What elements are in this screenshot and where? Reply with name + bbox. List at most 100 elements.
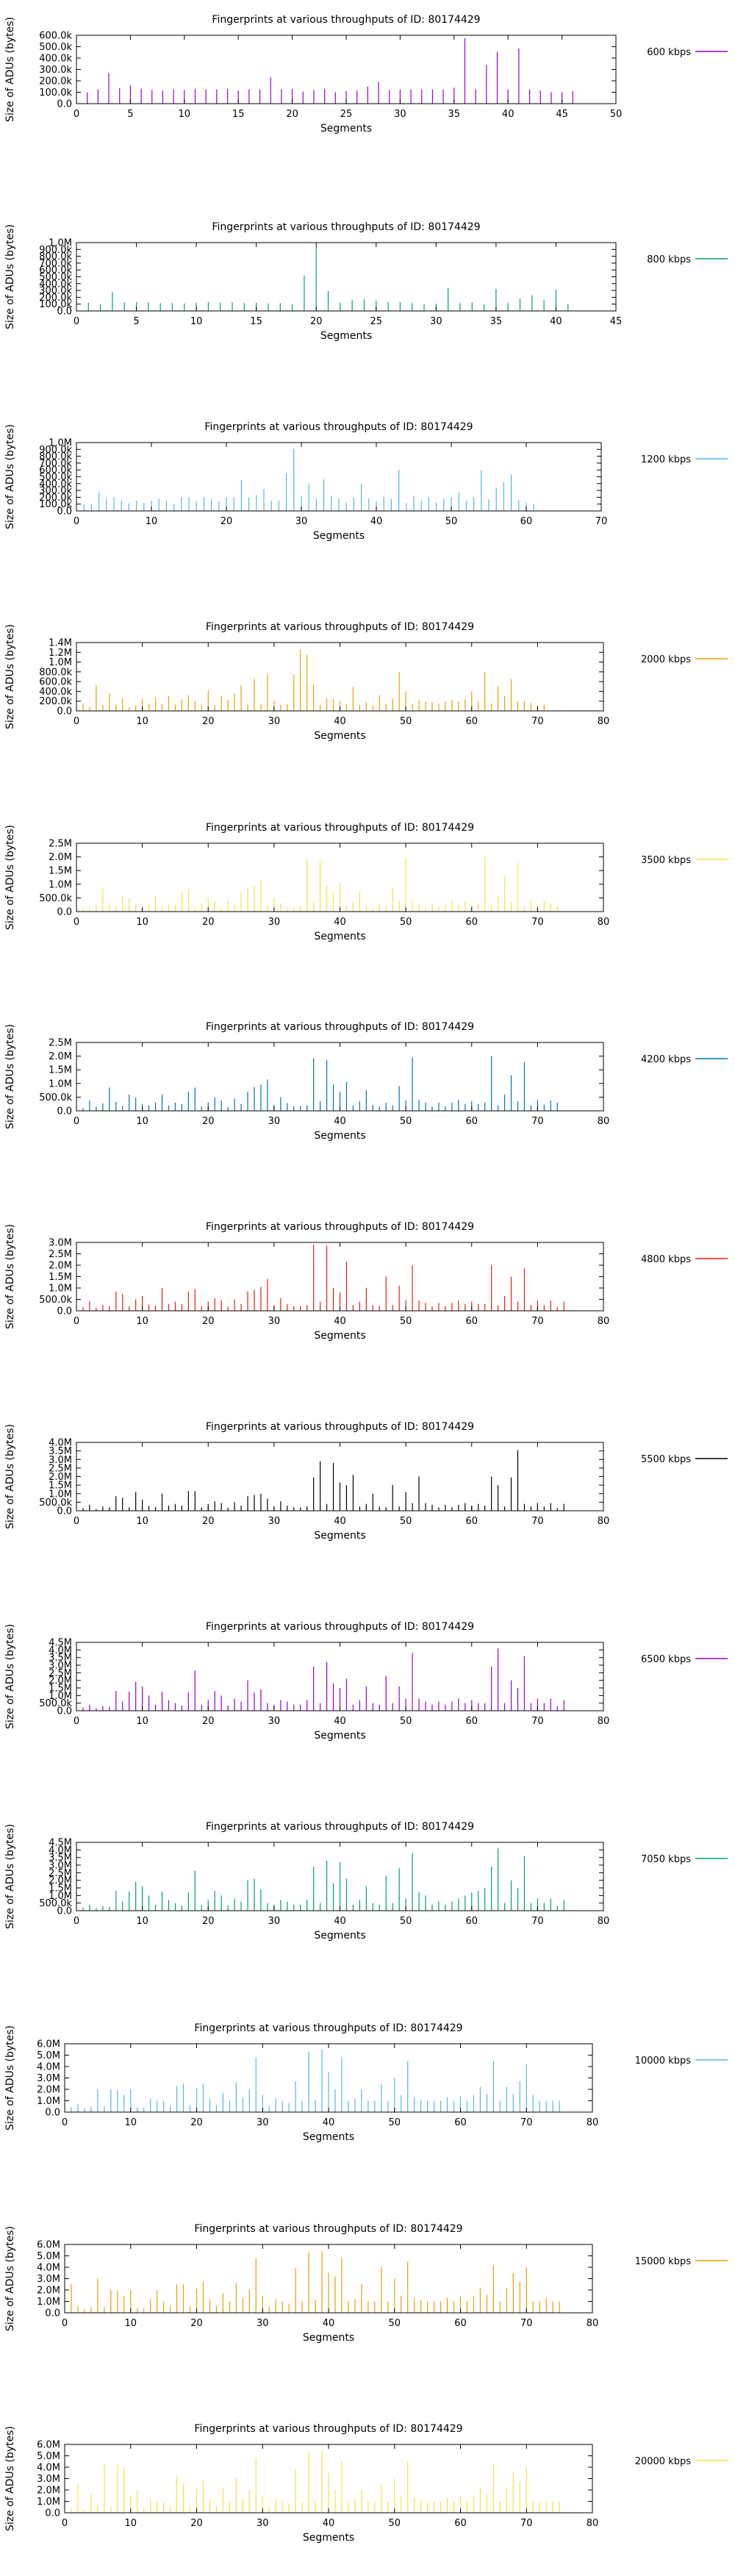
x-axis-label: Segments — [314, 1130, 365, 1142]
x-tick-label: 20 — [202, 917, 215, 928]
y-tick-label: 900.0k — [39, 445, 72, 456]
x-tick-label: 0 — [62, 2318, 68, 2329]
chart-title: Fingerprints at various throughputs of I… — [212, 221, 480, 233]
y-tick-label: 2.5M — [49, 1038, 72, 1049]
y-tick-label: 1.5M — [49, 1684, 72, 1695]
legend-label: 6500 kbps — [641, 1654, 691, 1665]
x-tick-label: 30 — [295, 516, 308, 527]
x-tick-label: 30 — [430, 316, 442, 327]
x-tick-label: 10 — [190, 316, 203, 327]
y-tick-label: 6.0M — [37, 2039, 60, 2050]
x-tick-label: 15 — [232, 109, 245, 120]
x-tick-label: 70 — [531, 917, 544, 928]
y-axis-label: Size of ADUs (bytes) — [4, 1024, 16, 1129]
y-tick-label: 1.0M — [49, 238, 72, 249]
chart-title: Fingerprints at various throughputs of I… — [194, 2223, 462, 2235]
y-tick-label: 300.0k — [39, 286, 72, 297]
y-axis-label: Size of ADUs (bytes) — [4, 825, 16, 930]
y-tick-label: 700.0k — [39, 258, 72, 269]
x-tick-label: 60 — [520, 516, 533, 527]
chart-title: Fingerprints at various throughputs of I… — [206, 1421, 474, 1433]
chart-title: Fingerprints at various throughputs of I… — [206, 1221, 474, 1233]
x-tick-label: 45 — [556, 109, 568, 120]
x-tick-label: 25 — [370, 316, 383, 327]
x-tick-label: 30 — [268, 1316, 281, 1327]
x-tick-label: 10 — [136, 1516, 148, 1527]
x-tick-label: 60 — [465, 1516, 478, 1527]
x-axis-label: Segments — [314, 1330, 365, 1342]
y-tick-label: 3.0M — [37, 2474, 60, 2485]
chart-title: Fingerprints at various throughputs of I… — [212, 14, 480, 26]
y-tick-label: 2.0M — [37, 2286, 60, 2297]
y-tick-label: 200.0k — [39, 76, 72, 87]
y-tick-label: 1.0M — [49, 879, 72, 890]
y-tick-label: 100.0k — [39, 87, 72, 99]
x-tick-label: 20 — [202, 1916, 215, 1927]
y-tick-label: 0.0 — [57, 307, 72, 318]
x-tick-label: 35 — [448, 109, 461, 120]
y-tick-label: 4.5M — [49, 1838, 72, 1849]
x-tick-label: 70 — [531, 716, 544, 727]
x-tick-label: 10 — [146, 516, 158, 527]
x-tick-label: 70 — [520, 2117, 533, 2128]
y-tick-label: 800.0k — [39, 667, 72, 678]
x-tick-label: 70 — [520, 2518, 533, 2529]
y-tick-label: 6.0M — [37, 2240, 60, 2251]
x-tick-label: 40 — [502, 109, 514, 120]
y-tick-label: 2.0M — [37, 2486, 60, 2497]
x-tick-label: 40 — [323, 2117, 335, 2128]
x-tick-label: 0 — [74, 516, 79, 527]
x-tick-label: 70 — [595, 516, 608, 527]
y-tick-label: 2.0M — [49, 1675, 72, 1686]
chart-title: Fingerprints at various throughputs of I… — [206, 1021, 474, 1033]
x-tick-label: 20 — [190, 2117, 203, 2128]
x-tick-label: 10 — [179, 109, 191, 120]
x-tick-label: 50 — [388, 2117, 401, 2128]
legend-label: 3500 kbps — [641, 855, 691, 866]
y-tick-label: 3.5M — [49, 1653, 72, 1664]
chart-panel-3: Fingerprints at various throughputs of I… — [4, 421, 728, 542]
x-tick-label: 80 — [598, 1316, 610, 1327]
x-tick-label: 40 — [334, 1716, 346, 1727]
y-tick-label: 1.5M — [49, 1481, 72, 1492]
chart-panel-9: Fingerprints at various throughputs of I… — [4, 1621, 728, 1742]
x-tick-label: 0 — [74, 1716, 79, 1727]
y-tick-label: 2.5M — [49, 1668, 72, 1679]
y-tick-label: 900.0k — [39, 245, 72, 256]
y-tick-label: 400.0k — [39, 687, 72, 698]
y-tick-label: 1.2M — [49, 648, 72, 659]
x-tick-label: 40 — [334, 1516, 346, 1527]
y-axis-label: Size of ADUs (bytes) — [4, 624, 16, 729]
x-tick-label: 80 — [587, 2518, 599, 2529]
y-tick-label: 500.0k — [39, 893, 72, 904]
x-tick-label: 30 — [268, 1716, 281, 1727]
x-tick-label: 70 — [531, 1116, 544, 1127]
x-tick-label: 30 — [268, 716, 281, 727]
y-tick-label: 500.0k — [39, 1898, 72, 1909]
x-axis-label: Segments — [314, 931, 365, 942]
x-tick-label: 0 — [62, 2518, 68, 2529]
y-tick-label: 2.0M — [37, 2085, 60, 2096]
y-tick-label: 3.0M — [49, 1238, 72, 1249]
y-tick-label: 3.0M — [37, 2073, 60, 2084]
x-tick-label: 30 — [268, 1916, 281, 1927]
chart-panel-2: Fingerprints at various throughputs of I… — [4, 221, 728, 342]
y-tick-label: 2.0M — [49, 1875, 72, 1886]
y-tick-label: 200.0k — [39, 493, 72, 504]
x-tick-label: 80 — [598, 716, 610, 727]
y-tick-label: 200.0k — [39, 293, 72, 304]
x-tick-label: 10 — [136, 1316, 148, 1327]
x-tick-label: 10 — [124, 2518, 137, 2529]
legend-label: 1200 kbps — [641, 454, 691, 465]
x-tick-label: 80 — [598, 1916, 610, 1927]
x-tick-label: 15 — [250, 316, 262, 327]
x-tick-label: 80 — [598, 1116, 610, 1127]
y-tick-label: 1.0M — [49, 1078, 72, 1090]
y-tick-label: 5.0M — [37, 2050, 60, 2061]
y-tick-label: 0.0 — [45, 2308, 60, 2319]
y-tick-label: 0.0 — [45, 2508, 60, 2519]
x-tick-label: 70 — [531, 1516, 544, 1527]
x-tick-label: 70 — [520, 2318, 533, 2329]
